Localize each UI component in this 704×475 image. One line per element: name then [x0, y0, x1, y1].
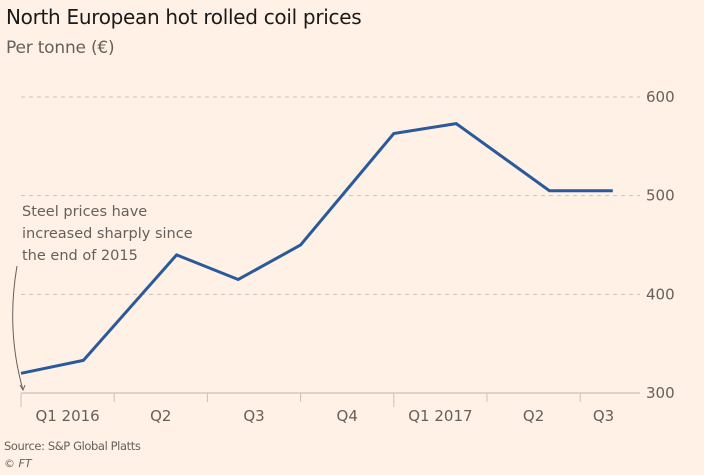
chart-subtitle: Per tonne (€): [6, 38, 115, 58]
y-tick-label: 400: [646, 285, 675, 303]
y-axis: 300 400 500 600: [646, 88, 675, 402]
annotation-text: Steel prices have: [22, 204, 147, 220]
series: [20, 122, 613, 375]
y-tick-label: 600: [646, 88, 675, 106]
x-tick-label: Q2: [150, 407, 171, 425]
annotation-arrowhead: [19, 384, 26, 392]
y-tick-label: 300: [646, 384, 675, 402]
x-tick-label: Q4: [337, 407, 358, 425]
x-axis: Q1 2016 Q2 Q3 Q4 Q1 2017 Q2 Q3: [20, 393, 614, 425]
line-chart: 300 400 500 600 Q1 2016 Q2 Q3 Q4 Q1 2017 Q2 Q3 St…: [12, 88, 675, 425]
chart-title: North European hot rolled coil prices: [6, 5, 362, 29]
series-line: [20, 122, 613, 375]
x-tick-label: Q3: [593, 407, 614, 425]
y-tick-label: 500: [646, 187, 675, 205]
x-tick-label: Q2: [523, 407, 544, 425]
annotation-text: increased sharply since: [22, 226, 193, 242]
gridlines: [21, 96, 640, 394]
source-note: Source: S&P Global Platts: [4, 439, 141, 453]
annotation: Steel prices have increased sharply since…: [12, 204, 193, 392]
annotation-arrow: [12, 265, 24, 391]
x-tick-label: Q1 2016: [35, 407, 99, 425]
annotation-text: the end of 2015: [22, 248, 138, 264]
copyright: © FT: [4, 457, 32, 470]
x-tick-label: Q3: [243, 407, 264, 425]
x-tick-label: Q1 2017: [408, 407, 472, 425]
